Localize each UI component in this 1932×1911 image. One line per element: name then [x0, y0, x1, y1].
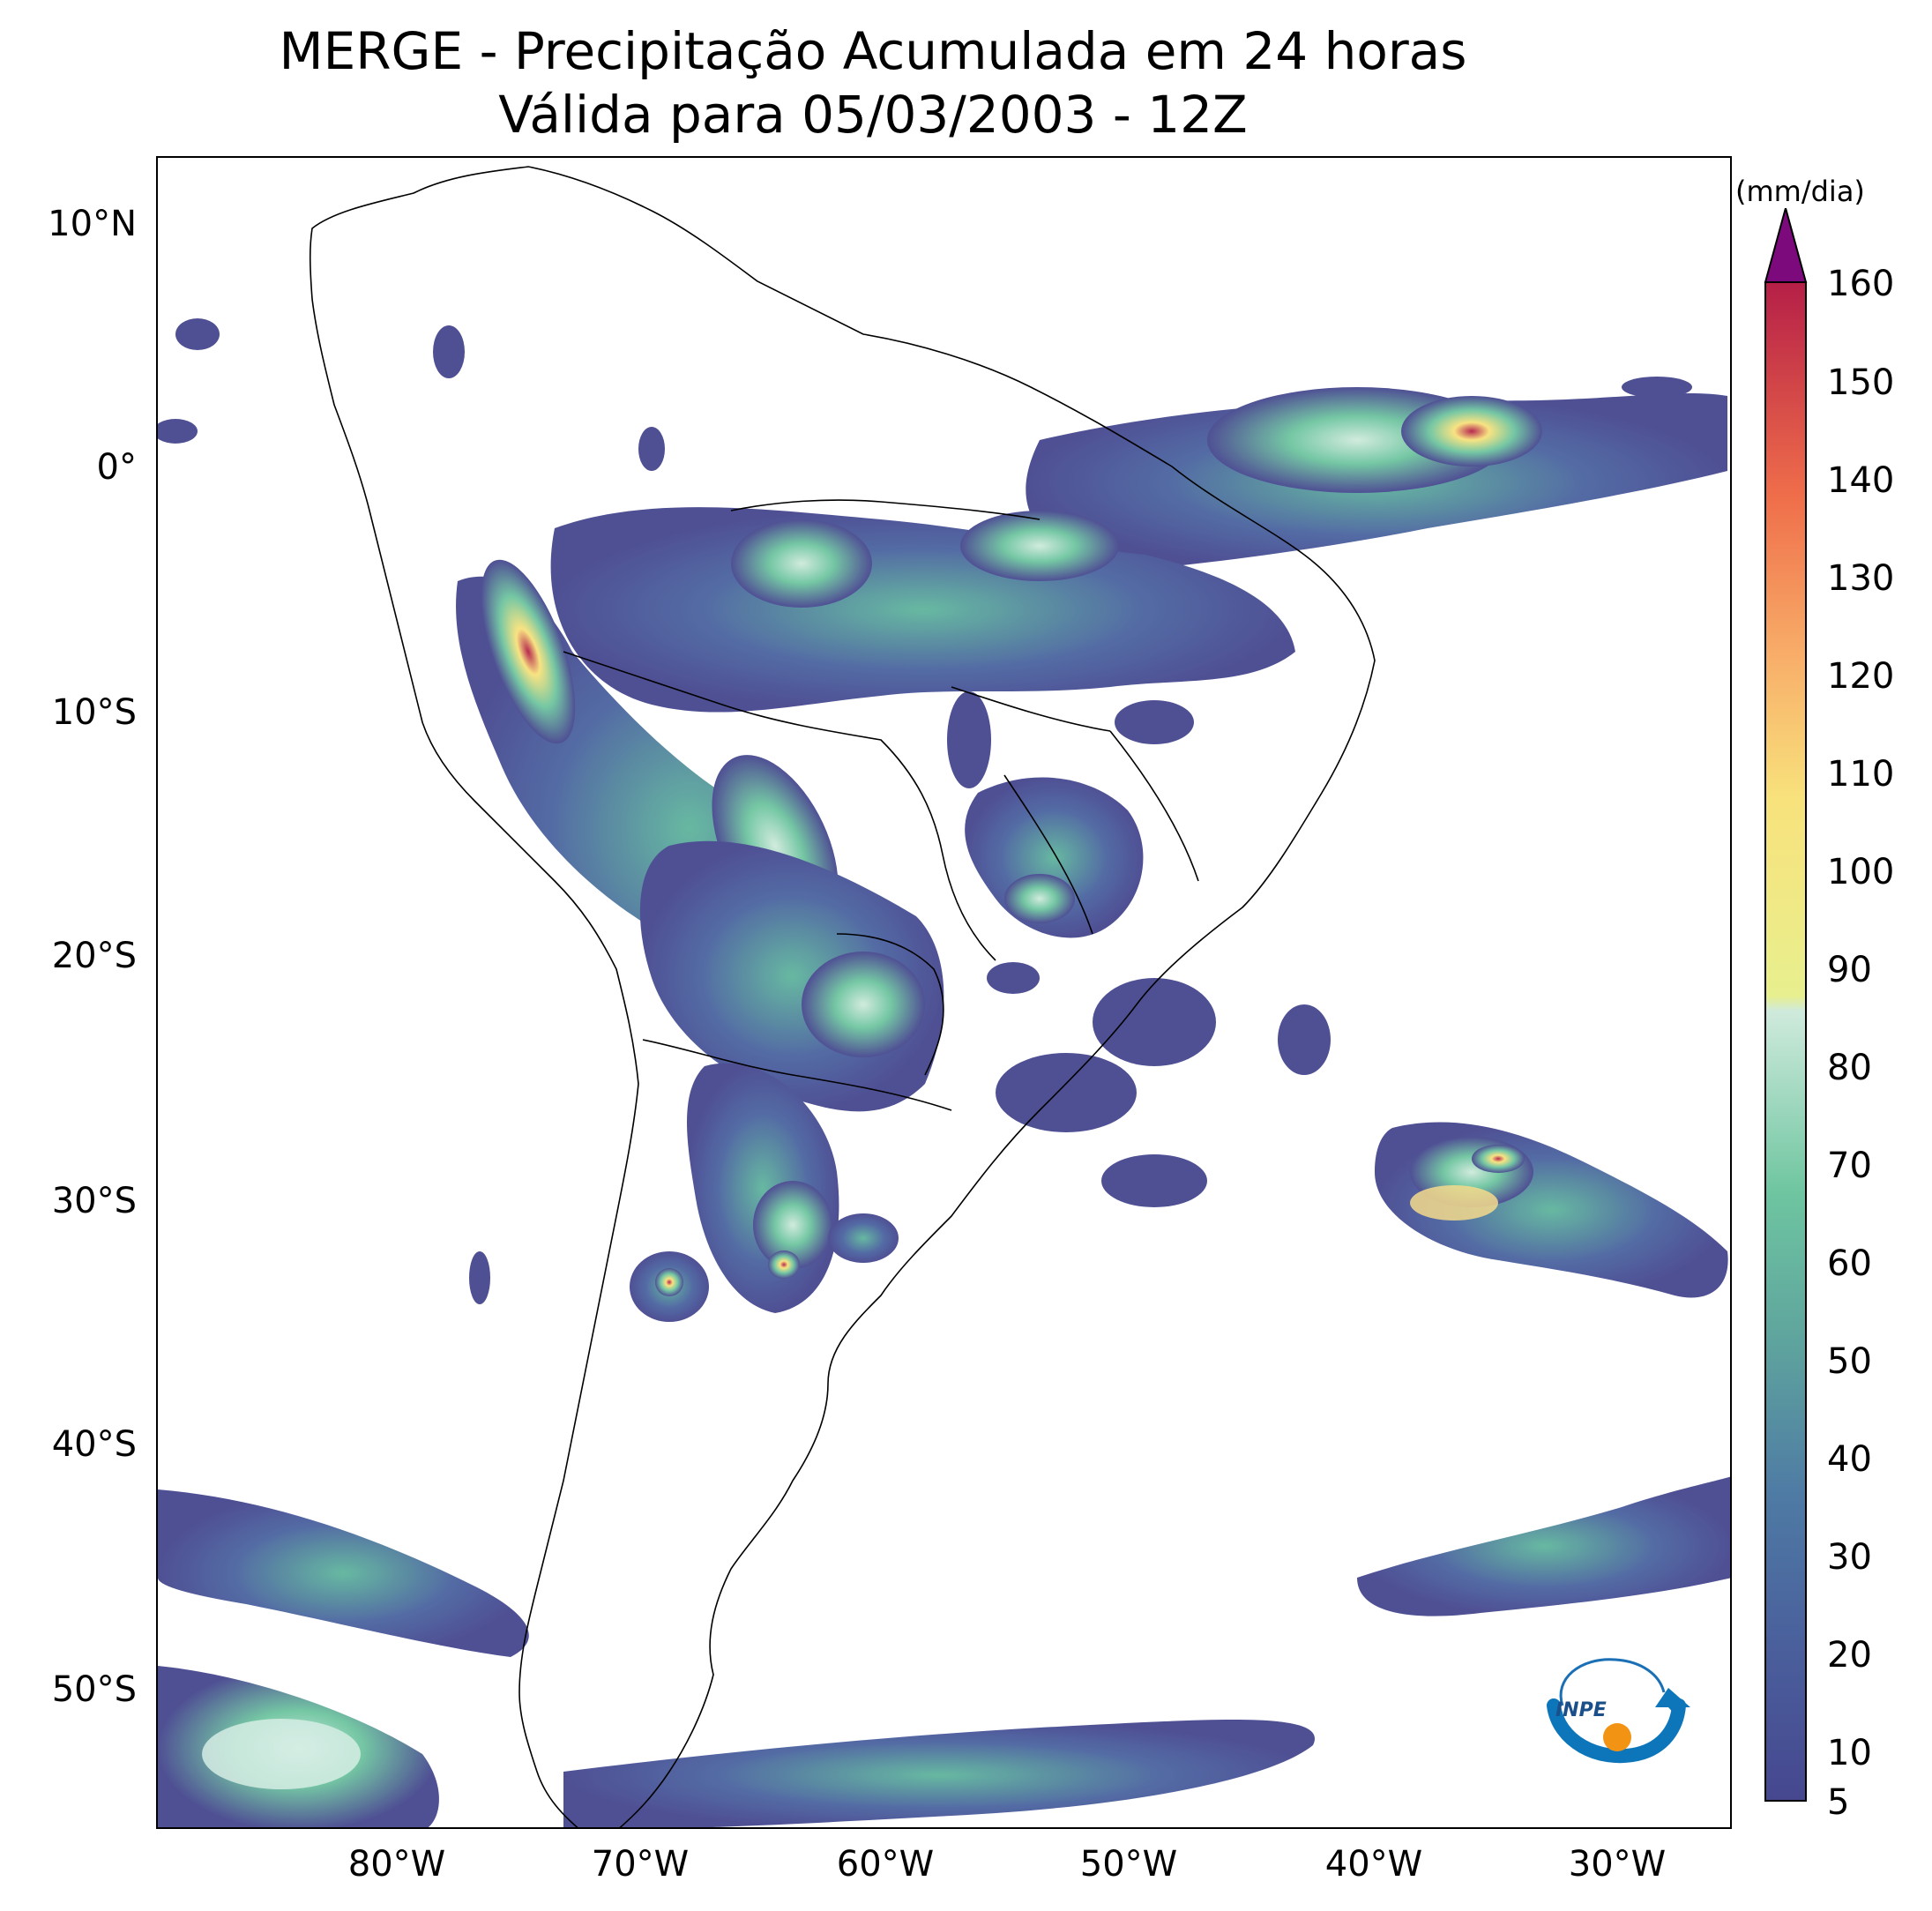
- colorbar-label: 80: [1827, 1048, 1872, 1088]
- lon-tick-label: 80°W: [347, 1844, 446, 1885]
- lon-tick-label: 30°W: [1568, 1844, 1667, 1885]
- lat-tick-label: 40°S: [51, 1424, 137, 1465]
- chart-subtitle: Válida para 05/03/2003 - 12Z: [498, 85, 1248, 145]
- colorbar-label: 20: [1827, 1635, 1872, 1676]
- lon-tick-label: 40°W: [1324, 1844, 1423, 1885]
- country-borders: [309, 166, 1376, 1827]
- chart-title: MERGE - Precipitação Acumulada em 24 hor…: [279, 21, 1467, 81]
- rain-area-southern-band-3: [563, 1720, 1315, 1827]
- precipitation-field: [158, 318, 1730, 1827]
- lat-tick-label: 10°S: [51, 692, 137, 733]
- colorbar-units: (mm/dia): [1735, 175, 1865, 208]
- lat-tick-label: 30°S: [51, 1181, 137, 1221]
- colorbar-label: 100: [1827, 852, 1895, 892]
- colorbar: [1764, 208, 1808, 1802]
- colorbar-extend-arrow: [1764, 208, 1808, 283]
- colorbar-label: 160: [1827, 264, 1895, 304]
- colorbar-label: 50: [1827, 1341, 1872, 1382]
- rain-area-southern-band-1: [158, 1489, 529, 1657]
- colorbar-label: 110: [1827, 754, 1895, 795]
- border-paraguay: [836, 933, 944, 1076]
- lon-tick-label: 50°W: [1079, 1844, 1178, 1885]
- colorbar-label: 90: [1827, 950, 1872, 990]
- lat-tick-label: 10°N: [48, 204, 137, 244]
- colorbar-gradient: [1764, 281, 1807, 1802]
- lat-tick-label: 20°S: [51, 936, 137, 976]
- lat-tick-label: 50°S: [51, 1669, 137, 1710]
- colorbar-label: 40: [1827, 1439, 1872, 1480]
- colorbar-label: 120: [1827, 656, 1895, 697]
- border-brazil-states: [951, 686, 1199, 935]
- rain-area-southern-band-4: [1357, 1476, 1730, 1616]
- logo-text: INPE: [1555, 1699, 1607, 1721]
- colorbar-label: 140: [1827, 460, 1895, 501]
- colorbar-label: 5: [1827, 1782, 1850, 1823]
- colorbar-label: 60: [1827, 1243, 1872, 1284]
- colorbar-label: 70: [1827, 1146, 1872, 1186]
- south-america-coastline: [309, 166, 1376, 1827]
- colorbar-label: 10: [1827, 1733, 1872, 1773]
- colorbar-label: 130: [1827, 558, 1895, 599]
- border-brazil-north: [730, 499, 1041, 520]
- colorbar-label: 30: [1827, 1537, 1872, 1578]
- border-brazil-west: [563, 651, 996, 961]
- inpe-logo-icon: INPE: [1547, 1658, 1690, 1764]
- colorbar-label: 150: [1827, 362, 1895, 403]
- map-area: [156, 156, 1732, 1829]
- lon-tick-label: 70°W: [591, 1844, 690, 1885]
- lon-tick-label: 60°W: [836, 1844, 935, 1885]
- border-argentina: [642, 1039, 952, 1111]
- precipitation-map: [158, 166, 1730, 1827]
- lat-tick-label: 0°: [96, 447, 137, 488]
